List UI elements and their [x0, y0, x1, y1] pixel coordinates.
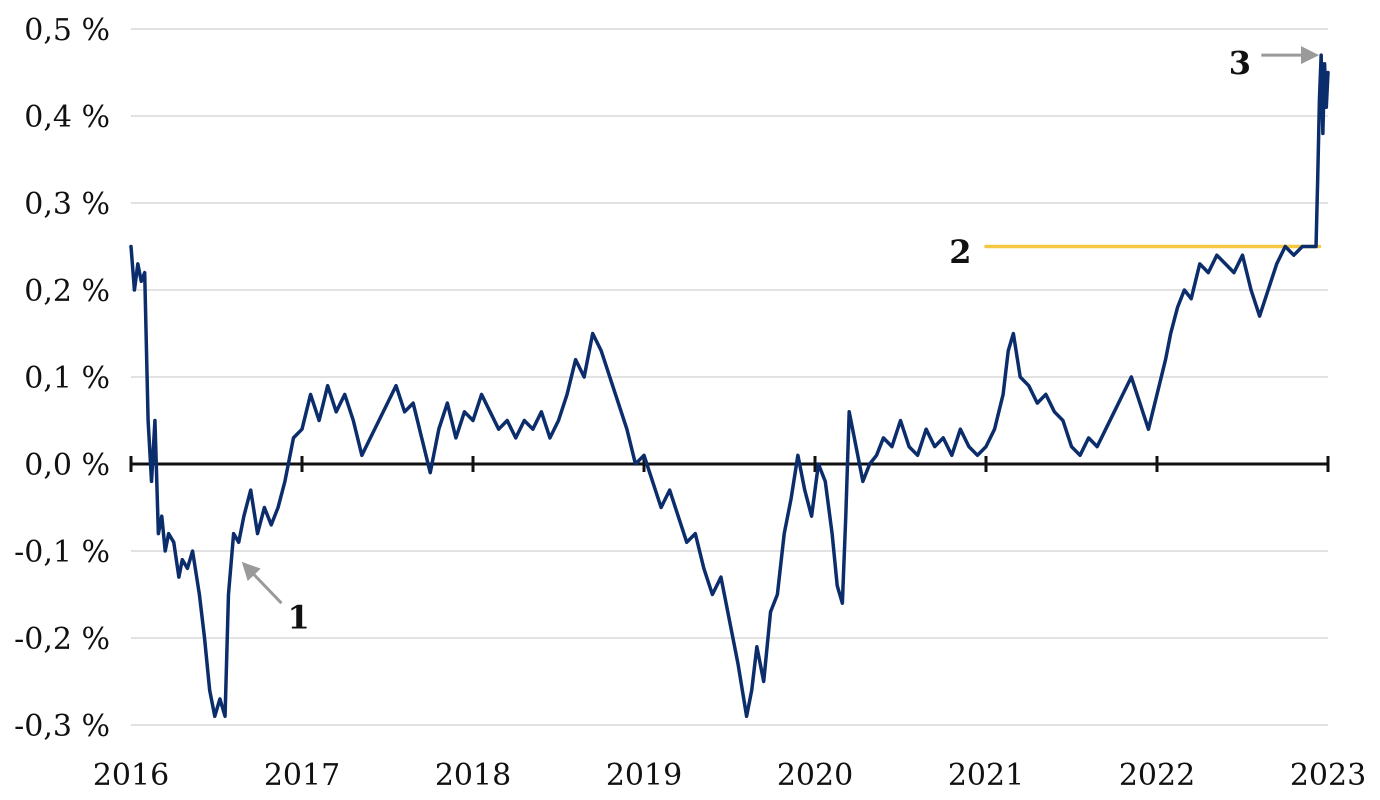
- y-tick-label: -0,3 %: [14, 709, 110, 744]
- annotation-layer: 1 2 3: [241, 44, 1320, 636]
- series-line-series: [129, 53, 1330, 719]
- y-tick-label: 0,3 %: [24, 187, 110, 222]
- y-tick-label: 0,4 %: [24, 100, 110, 135]
- x-tick-label: 2020: [777, 758, 853, 793]
- x-tick-label: 2023: [1290, 758, 1366, 793]
- annotation-label-1: 1: [287, 598, 309, 636]
- y-tick-label: 0,0 %: [24, 448, 110, 483]
- y-tick-label: -0,1 %: [14, 535, 110, 570]
- y-tick-label: 0,2 %: [24, 274, 110, 309]
- annotation-label-2: 2: [949, 233, 971, 271]
- annotation-label-3: 3: [1229, 44, 1251, 82]
- x-tick-label: 2017: [264, 758, 340, 793]
- x-tick-label: 2018: [435, 758, 511, 793]
- series-layer: [129, 53, 1330, 719]
- y-tick-label: -0,2 %: [14, 622, 110, 657]
- annotation-arrow-1: [241, 561, 283, 605]
- x-tick-label: 2019: [606, 758, 682, 793]
- y-tick-label: 0,1 %: [24, 361, 110, 396]
- x-tick-label: 2021: [948, 758, 1024, 793]
- grid-layer: [131, 28, 1328, 726]
- x-tick-label: 2022: [1119, 758, 1195, 793]
- y-tick-label: 0,5 %: [24, 13, 110, 48]
- x-tick-label: 2016: [93, 758, 169, 793]
- axis-layer: 0,5 % 0,4 % 0,3 % 0,2 % 0,1 % 0,0 % -0,1 % -0,2…: [14, 13, 1366, 793]
